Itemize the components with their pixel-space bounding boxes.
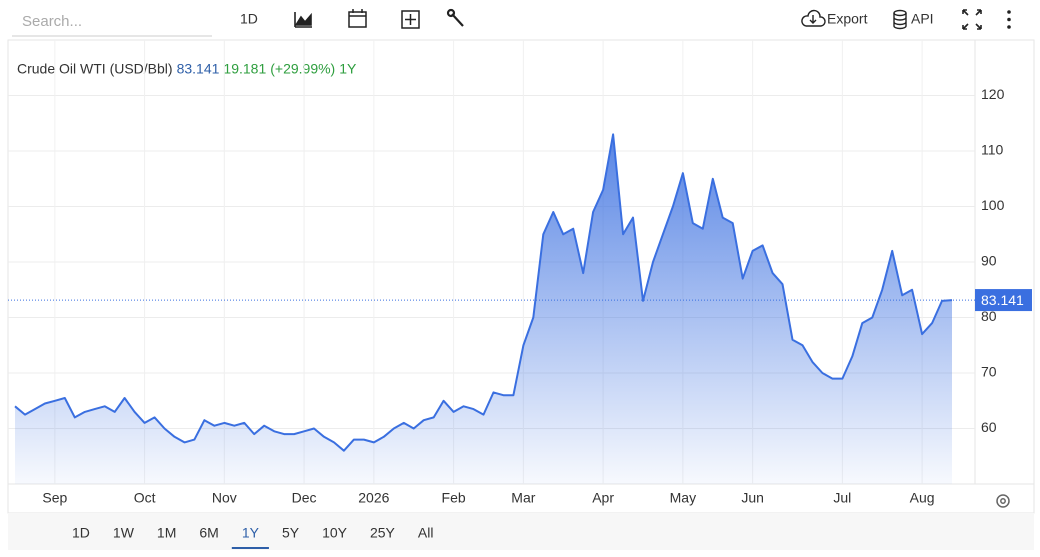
range-button[interactable]: 1M [157,525,176,541]
change-value: 19.181 [223,61,266,77]
x-tick-label: May [670,490,696,506]
range-button[interactable]: All [418,525,434,541]
range-bar [8,513,1034,550]
range-button[interactable]: 10Y [322,525,348,541]
y-tick-label: 80 [981,308,997,324]
price-line [14,133,953,452]
gear-icon[interactable] [996,494,1010,508]
range-button[interactable]: 5Y [282,525,300,541]
x-tick-label: Nov [212,490,237,506]
change-percent: (+29.99%) [270,61,335,77]
last-value: 83.141 [177,61,220,77]
y-tick-label: 70 [981,364,997,380]
range-button[interactable]: 25Y [370,525,396,541]
api-button[interactable]: API [911,11,934,27]
x-tick-label: Oct [134,490,156,506]
x-tick-label: Apr [592,490,614,506]
x-tick-label: Mar [511,490,535,506]
range-button[interactable]: 6M [199,525,218,541]
x-tick-label: Sep [42,490,67,506]
y-tick-label: 90 [981,253,997,269]
last-price-label: 83.141 [981,292,1024,308]
y-tick-label: 110 [981,142,1004,158]
more-menu[interactable] [1007,10,1011,29]
export-icon[interactable] [801,9,826,27]
x-tick-label: Aug [910,490,935,506]
range-label: 1Y [339,61,357,77]
range-button[interactable]: 1D [72,525,90,541]
x-tick-label: Feb [442,490,466,506]
x-tick-label: Dec [292,490,317,506]
calendar-icon[interactable] [348,9,367,28]
last-price-tag [975,289,1032,312]
y-tick-label: 60 [981,419,997,435]
y-tick-label: 120 [981,86,1005,102]
x-tick-label: Jun [741,490,764,506]
chart-type-icon[interactable] [294,12,312,28]
range-buttons: 1D 1W 1M 6M 1Y 5Y 10Y 25Y All [72,525,434,549]
x-tick-label: 2026 [358,490,389,506]
export-button[interactable]: Export [827,11,868,27]
plot: 60 70 80 90 100 110 120 Sep Oct Nov Dec 2026 Feb Mar A… [8,40,1032,506]
x-tick-label: Jul [833,490,851,506]
api-icon[interactable] [893,9,907,30]
search-box[interactable]: Search... [22,13,82,30]
range-button[interactable]: 1W [113,525,135,541]
chart-title: Crude Oil WTI (USD/Bbl) [17,61,173,77]
range-button[interactable]: 1Y [242,525,260,541]
settings-wrench-icon[interactable] [446,8,464,27]
area-fill [15,134,952,484]
y-tick-label: 100 [981,197,1005,213]
interval-button[interactable]: 1D [240,11,258,27]
fullscreen-icon[interactable] [962,9,982,30]
compare-icon[interactable] [401,10,420,29]
